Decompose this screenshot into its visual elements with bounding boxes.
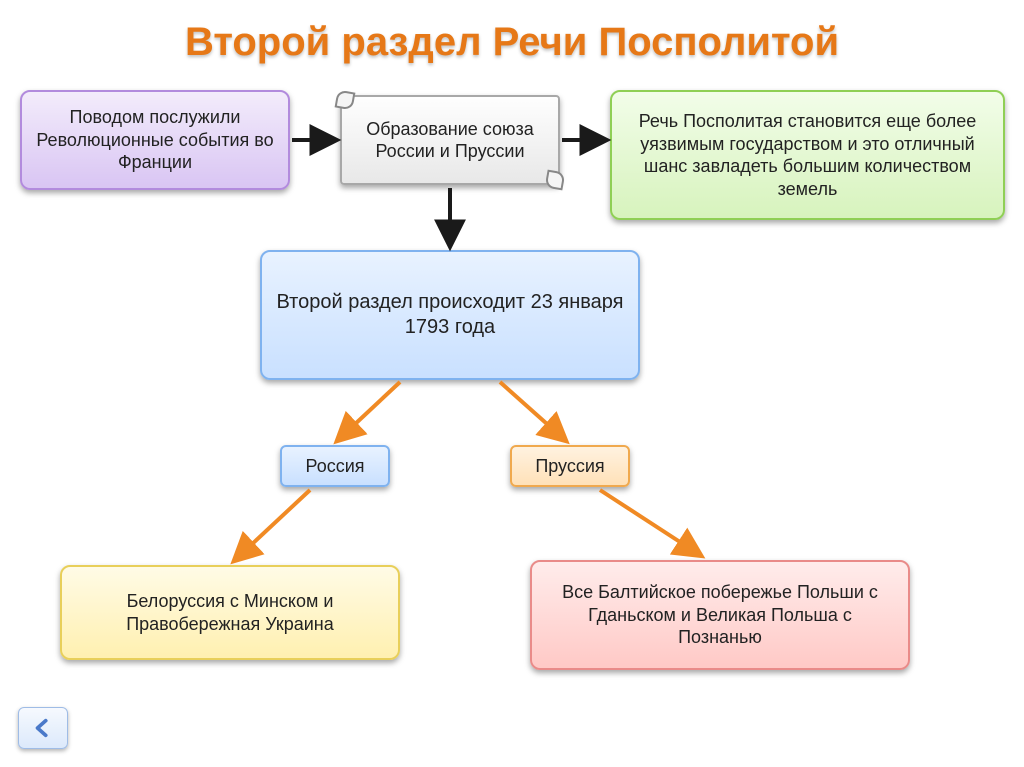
box-weak: Речь Посполитая становится еще более уяз…: [610, 90, 1005, 220]
box-event: Второй раздел происходит 23 января 1793 …: [260, 250, 640, 380]
scroll-curl-icon: [335, 90, 356, 111]
box-prussia-text: Пруссия: [535, 455, 604, 478]
arrow: [600, 490, 700, 555]
arrow: [235, 490, 310, 560]
box-russia-gain-text: Белоруссия с Минском и Правобережная Укр…: [74, 590, 386, 635]
box-prussia-gain: Все Балтийское побережье Польши с Гданьс…: [530, 560, 910, 670]
scroll-curl-icon: [545, 170, 566, 191]
arrow: [500, 382, 565, 440]
box-weak-text: Речь Посполитая становится еще более уяз…: [624, 110, 991, 200]
box-prussia-gain-text: Все Балтийское побережье Польши с Гданьс…: [544, 581, 896, 649]
box-reason: Поводом послужили Революционные события …: [20, 90, 290, 190]
box-reason-text: Поводом послужили Революционные события …: [34, 106, 276, 174]
box-russia-gain: Белоруссия с Минском и Правобережная Укр…: [60, 565, 400, 660]
box-alliance-text: Образование союза России и Пруссии: [354, 118, 546, 163]
page-title: Второй раздел Речи Посполитой: [0, 20, 1024, 65]
back-button[interactable]: [18, 707, 68, 749]
arrow: [338, 382, 400, 440]
box-russia-text: Россия: [305, 455, 364, 478]
box-prussia: Пруссия: [510, 445, 630, 487]
box-alliance: Образование союза России и Пруссии: [340, 95, 560, 185]
back-arrow-icon: [32, 717, 54, 739]
box-russia: Россия: [280, 445, 390, 487]
box-event-text: Второй раздел происходит 23 января 1793 …: [274, 290, 626, 340]
